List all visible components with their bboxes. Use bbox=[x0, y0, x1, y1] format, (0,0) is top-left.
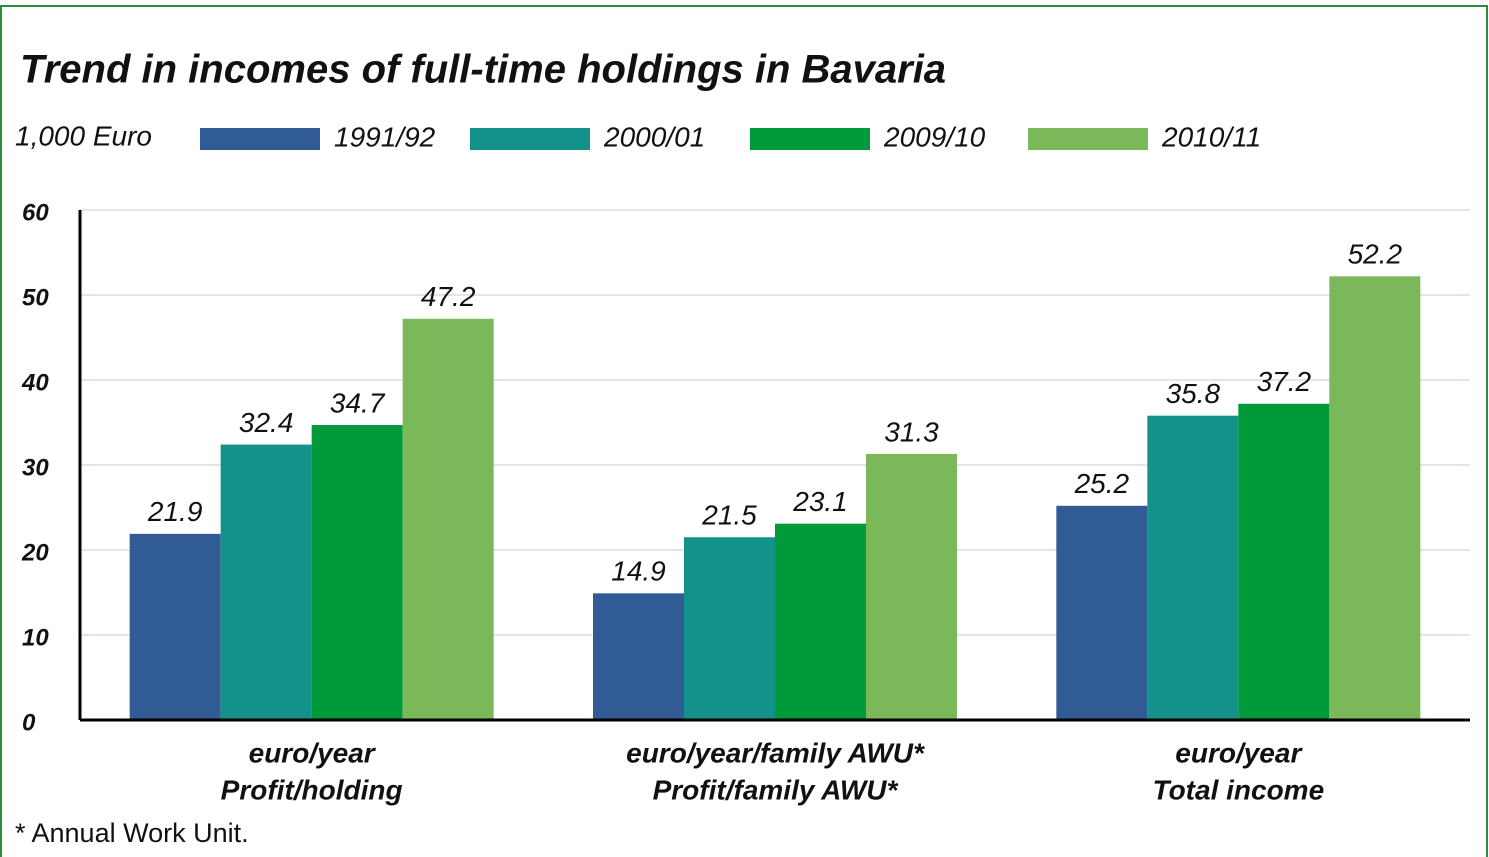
legend-swatch bbox=[1028, 128, 1148, 150]
value-label: 32.4 bbox=[239, 407, 294, 438]
bar bbox=[593, 593, 684, 720]
legend-label: 2000/01 bbox=[603, 121, 705, 152]
x-tick-label: Total income bbox=[1153, 774, 1325, 805]
bar bbox=[866, 453, 957, 720]
bar bbox=[402, 318, 494, 720]
bar bbox=[1056, 505, 1148, 720]
bar bbox=[311, 425, 403, 720]
y-tick-label: 60 bbox=[22, 199, 49, 226]
y-tick-label: 0 bbox=[22, 709, 36, 736]
y-tick-label: 40 bbox=[21, 369, 49, 396]
value-label: 52.2 bbox=[1348, 239, 1403, 270]
value-label: 14.9 bbox=[611, 556, 666, 587]
legend-swatch bbox=[200, 128, 320, 150]
bar bbox=[684, 537, 775, 720]
value-label: 34.7 bbox=[330, 387, 386, 418]
y-tick-label: 20 bbox=[21, 539, 49, 566]
legend-label: 2009/10 bbox=[883, 121, 986, 152]
value-label: 23.1 bbox=[792, 486, 848, 517]
value-label: 25.2 bbox=[1074, 468, 1130, 499]
legend-label: 2010/11 bbox=[1161, 121, 1261, 152]
x-tick-label: euro/year bbox=[249, 737, 377, 768]
value-label: 31.3 bbox=[884, 416, 939, 447]
legend-swatch bbox=[750, 128, 870, 150]
value-label: 35.8 bbox=[1166, 378, 1221, 409]
y-axis-label: 1,000 Euro bbox=[15, 120, 152, 151]
bar bbox=[775, 523, 866, 720]
bar bbox=[1147, 415, 1239, 720]
x-tick-label: euro/year/family AWU* bbox=[626, 737, 925, 768]
bar bbox=[1238, 403, 1330, 720]
value-label: 37.2 bbox=[1257, 366, 1312, 397]
value-label: 47.2 bbox=[421, 281, 476, 312]
value-label: 21.9 bbox=[147, 496, 203, 527]
y-tick-label: 10 bbox=[22, 624, 49, 651]
value-label: 21.5 bbox=[701, 500, 757, 531]
legend-swatch bbox=[470, 128, 590, 150]
bar bbox=[1329, 276, 1421, 720]
x-tick-label: euro/year bbox=[1175, 737, 1303, 768]
frame bbox=[0, 5, 1488, 857]
bar bbox=[220, 444, 312, 720]
x-tick-label: Profit/holding bbox=[221, 774, 403, 805]
y-tick-label: 50 bbox=[22, 284, 49, 311]
y-tick-label: 30 bbox=[22, 454, 49, 481]
x-tick-label: Profit/family AWU* bbox=[653, 774, 899, 805]
bar bbox=[129, 533, 221, 720]
chart-title: Trend in incomes of full-time holdings i… bbox=[20, 48, 946, 92]
footnote: * Annual Work Unit. bbox=[15, 818, 249, 848]
legend-label: 1991/92 bbox=[334, 121, 436, 152]
